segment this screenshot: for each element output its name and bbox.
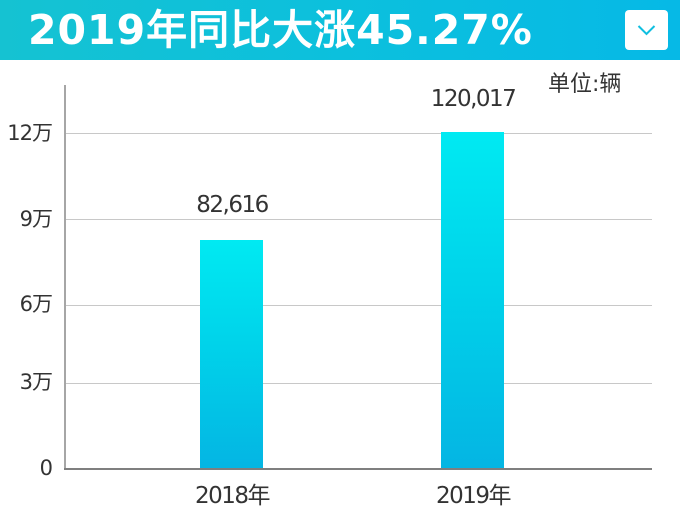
ytick-label: 12万: [7, 121, 53, 145]
gridline-120k: [66, 133, 652, 134]
gridline-90k: [66, 219, 652, 220]
dropdown-button[interactable]: [625, 10, 668, 50]
bar-2018: [200, 240, 263, 469]
bar-value-label: 82,616: [196, 192, 269, 218]
unit-label: 单位:辆: [548, 72, 622, 97]
chevron-down-icon: [637, 25, 656, 36]
gridline-60k: [66, 305, 652, 306]
bar-value-label: 120,017: [430, 86, 517, 112]
ytick-label: 6万: [19, 292, 53, 316]
title-banner: 2019年同比大涨45.27%: [0, 0, 680, 60]
gridline-30k: [66, 383, 652, 384]
ytick-label: 9万: [19, 207, 53, 231]
xtick-label: 2018年: [194, 483, 271, 509]
x-axis-line: [64, 468, 652, 470]
y-axis-line: [64, 85, 66, 469]
ytick-label: 0: [39, 456, 53, 480]
ytick-label: 3万: [19, 370, 53, 394]
bar-2019: [441, 132, 504, 469]
chart-title: 2019年同比大涨45.27%: [28, 6, 533, 54]
xtick-label: 2019年: [435, 483, 512, 509]
